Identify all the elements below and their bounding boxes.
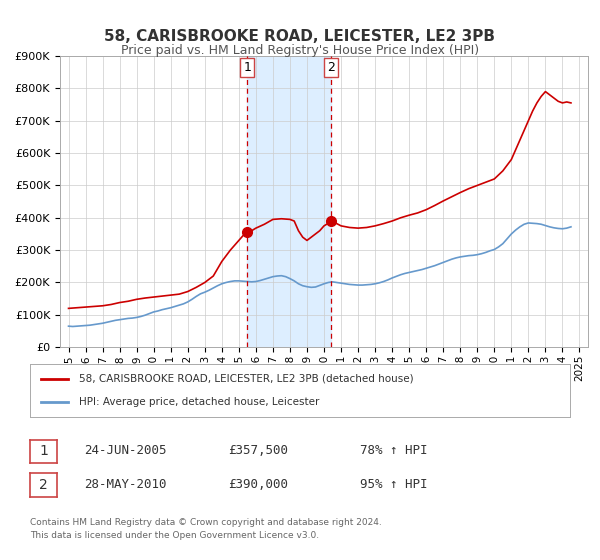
Text: £390,000: £390,000: [228, 478, 288, 491]
Bar: [247, 56, 331, 347]
Text: 95% ↑ HPI: 95% ↑ HPI: [360, 478, 427, 491]
Text: 24-JUN-2005: 24-JUN-2005: [84, 444, 167, 458]
Text: 1: 1: [244, 61, 251, 74]
Text: 58, CARISBROOKE ROAD, LEICESTER, LE2 3PB: 58, CARISBROOKE ROAD, LEICESTER, LE2 3PB: [104, 29, 496, 44]
Text: 2: 2: [327, 61, 335, 74]
Text: Price paid vs. HM Land Registry's House Price Index (HPI): Price paid vs. HM Land Registry's House …: [121, 44, 479, 57]
Text: 1: 1: [39, 445, 48, 458]
Text: 78% ↑ HPI: 78% ↑ HPI: [360, 444, 427, 458]
Text: 28-MAY-2010: 28-MAY-2010: [84, 478, 167, 491]
Text: Contains HM Land Registry data © Crown copyright and database right 2024.
This d: Contains HM Land Registry data © Crown c…: [30, 518, 382, 539]
Text: HPI: Average price, detached house, Leicester: HPI: Average price, detached house, Leic…: [79, 397, 319, 407]
Text: 2: 2: [39, 478, 48, 492]
Text: £357,500: £357,500: [228, 444, 288, 458]
Text: 58, CARISBROOKE ROAD, LEICESTER, LE2 3PB (detached house): 58, CARISBROOKE ROAD, LEICESTER, LE2 3PB…: [79, 374, 413, 384]
